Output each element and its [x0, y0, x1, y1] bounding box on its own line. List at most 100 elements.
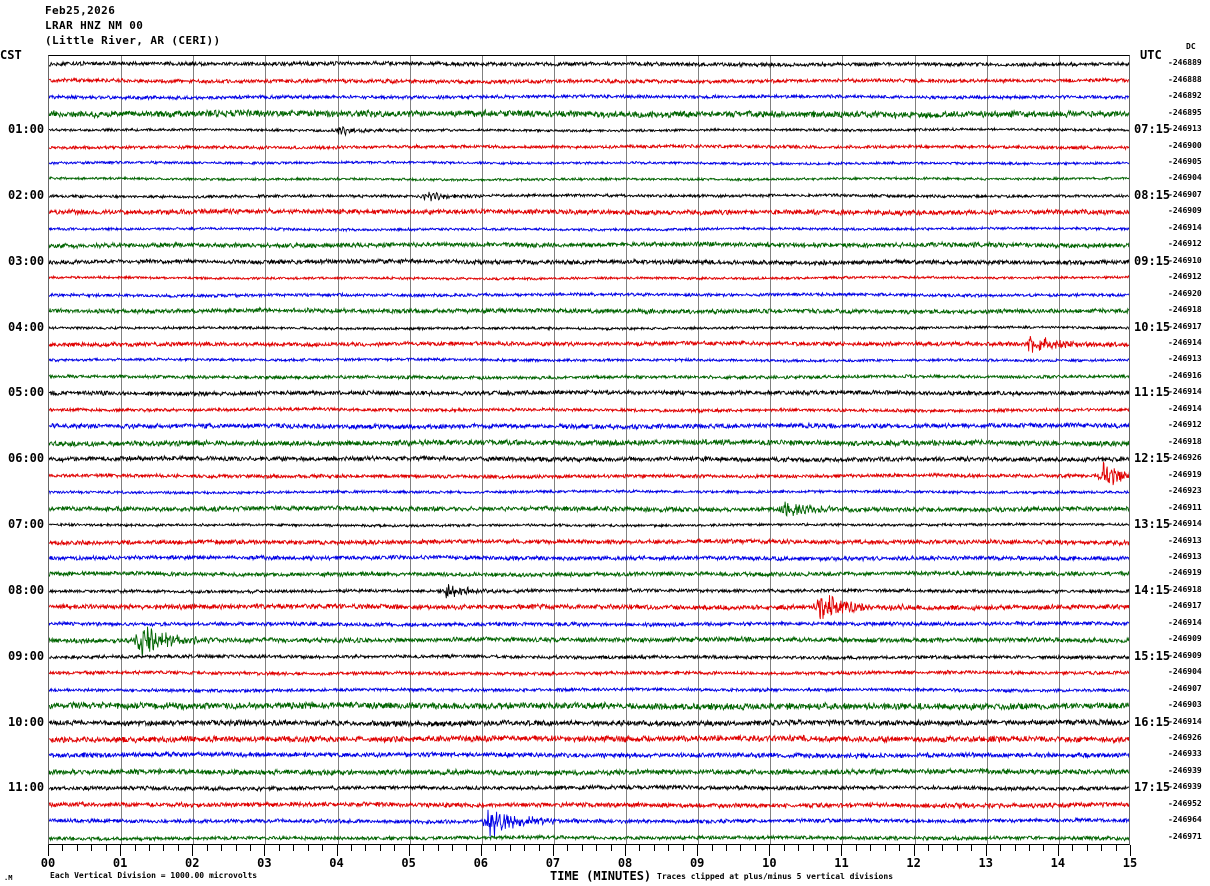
trace-row-39 — [49, 689, 1129, 723]
dc-offset-value-23: -246918 — [1168, 436, 1202, 446]
utc-hour-label-1015: 10:15 — [1134, 319, 1171, 334]
trace-row-28 — [49, 508, 1129, 542]
trace-row-32 — [49, 574, 1129, 608]
utc-hour-label-1615: 16:15 — [1134, 714, 1171, 729]
x-tick-major — [1058, 845, 1059, 856]
x-tick-minor — [726, 845, 727, 851]
cst-hour-label-0900: 09:00 — [8, 648, 45, 663]
trace-row-21 — [49, 393, 1129, 427]
trace-row-16 — [49, 311, 1129, 345]
x-tick-minor — [293, 845, 294, 851]
x-tick-minor — [567, 845, 568, 851]
x-tick-major — [1130, 845, 1131, 856]
dc-offset-value-4: -246913 — [1168, 124, 1202, 134]
utc-hour-label-1415: 14:15 — [1134, 582, 1171, 597]
trace-row-14 — [49, 278, 1129, 312]
trace-row-40 — [49, 706, 1129, 740]
x-tick-minor — [582, 845, 583, 851]
x-tick-minor — [654, 845, 655, 851]
grid-line-minute-09 — [698, 56, 699, 844]
trace-row-11 — [49, 228, 1129, 262]
x-tick-major — [841, 845, 842, 856]
dc-offset-value-0: -246889 — [1168, 58, 1202, 68]
cst-hour-label-0200: 02:00 — [8, 187, 45, 202]
x-tick-minor — [250, 845, 251, 851]
x-tick-label-01: 01 — [112, 856, 128, 870]
x-tick-minor — [62, 845, 63, 851]
clipping-note: Traces clipped at plus/minus 5 vertical … — [657, 872, 894, 881]
trace-row-37 — [49, 656, 1129, 690]
utc-hour-label-1315: 13:15 — [1134, 517, 1171, 532]
x-tick-major — [697, 845, 698, 856]
x-tick-major — [986, 845, 987, 856]
grid-line-minute-08 — [626, 56, 627, 844]
x-tick-minor — [466, 845, 467, 851]
trace-row-34 — [49, 607, 1129, 641]
trace-row-23 — [49, 426, 1129, 460]
x-tick-label-13: 13 — [978, 856, 993, 870]
trace-row-36 — [49, 640, 1129, 674]
utc-hour-label-1515: 15:15 — [1134, 648, 1171, 663]
dc-offset-value-46: -246964 — [1168, 815, 1202, 825]
x-tick-minor — [856, 845, 857, 851]
trace-row-35 — [49, 623, 1129, 657]
scale-tick-mark: .M — [4, 874, 13, 882]
x-tick-label-12: 12 — [906, 856, 921, 870]
x-tick-minor — [1043, 845, 1044, 851]
x-tick-minor — [957, 845, 958, 851]
x-tick-minor — [899, 845, 900, 851]
grid-line-minute-10 — [770, 56, 771, 844]
trace-row-10 — [49, 212, 1129, 246]
trace-row-29 — [49, 525, 1129, 559]
x-tick-minor — [639, 845, 640, 851]
x-tick-label-09: 09 — [689, 856, 705, 870]
x-tick-minor — [827, 845, 828, 851]
x-tick-minor — [1015, 845, 1016, 851]
x-tick-major — [337, 845, 338, 856]
x-tick-minor — [1116, 845, 1117, 851]
x-tick-minor — [596, 845, 597, 851]
trace-row-38 — [49, 673, 1129, 707]
x-tick-minor — [207, 845, 208, 851]
dc-offset-value-13: -246912 — [1168, 272, 1202, 282]
x-tick-label-14: 14 — [1050, 856, 1066, 870]
seismogram-plot[interactable] — [48, 55, 1130, 845]
trace-row-31 — [49, 557, 1129, 591]
trace-row-43 — [49, 755, 1129, 789]
trace-row-26 — [49, 475, 1129, 509]
x-tick-minor — [784, 845, 785, 851]
x-tick-minor — [135, 845, 136, 851]
x-tick-label-02: 02 — [185, 856, 200, 870]
trace-row-27 — [49, 492, 1129, 526]
x-tick-label-11: 11 — [834, 856, 849, 870]
trace-row-17 — [49, 327, 1129, 361]
x-tick-minor — [755, 845, 756, 851]
cst-hour-label-0700: 07:00 — [8, 517, 45, 532]
cst-hour-label-0600: 06:00 — [8, 451, 45, 466]
trace-row-25 — [49, 459, 1129, 493]
x-tick-minor — [1101, 845, 1102, 851]
x-tick-major — [553, 845, 554, 856]
x-tick-major — [481, 845, 482, 856]
dc-offset-value-18: -246913 — [1168, 354, 1202, 364]
x-tick-minor — [798, 845, 799, 851]
cst-hour-label-0800: 08:00 — [8, 582, 45, 597]
x-tick-minor — [236, 845, 237, 851]
x-tick-label-00: 00 — [40, 856, 56, 870]
x-tick-label-15: 15 — [1122, 856, 1138, 870]
trace-row-1 — [49, 64, 1129, 98]
x-tick-minor — [178, 845, 179, 851]
utc-hour-label-0715: 07:15 — [1134, 122, 1171, 137]
x-tick-label-10: 10 — [762, 856, 777, 870]
dc-offset-value-16: -246917 — [1168, 321, 1202, 331]
cst-hour-label-1100: 11:00 — [8, 780, 45, 795]
dc-offset-value-45: -246952 — [1168, 798, 1202, 808]
x-tick-label-06: 06 — [473, 856, 489, 870]
grid-line-minute-12 — [915, 56, 916, 844]
dc-offset-value-17: -246914 — [1168, 338, 1202, 348]
dc-offset-value-26: -246923 — [1168, 486, 1202, 496]
trace-row-47 — [49, 821, 1129, 844]
grid-line-minute-07 — [554, 56, 555, 844]
dc-offset-value-41: -246926 — [1168, 733, 1202, 743]
